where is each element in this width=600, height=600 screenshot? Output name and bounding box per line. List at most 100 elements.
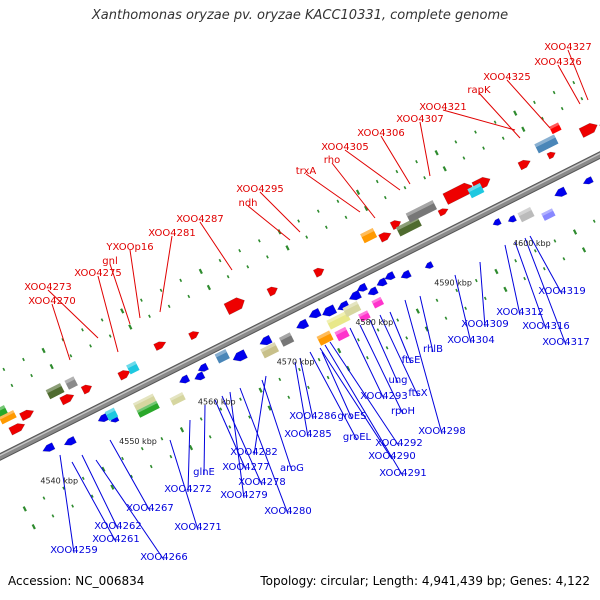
reverse-gene-label: groES: [337, 411, 366, 422]
reverse-gene-arrow: [492, 218, 502, 226]
leader-line: [221, 395, 263, 486]
rna-feature-box: [405, 200, 438, 223]
forward-gene: [8, 423, 26, 436]
forward-gene-arrow: [313, 267, 325, 278]
arrow-outline: [312, 267, 325, 278]
reverse-gene: [356, 282, 369, 292]
reverse-gene-label: XOO4291: [379, 468, 426, 479]
reverse-gene-arrow: [583, 176, 594, 185]
box-sheen: [45, 383, 62, 394]
scale-label: 4560 kbp: [198, 397, 236, 406]
reverse-gene-arrow: [554, 186, 568, 197]
arrow-outline: [389, 220, 402, 231]
arrow-outline: [321, 304, 338, 317]
reverse-gene-arrow: [349, 290, 362, 301]
tick-mark: [483, 296, 487, 301]
feature-box: [316, 330, 334, 346]
reverse-gene-label: ftsE: [402, 355, 421, 366]
tick-mark: [542, 267, 546, 271]
arrow-outline: [232, 349, 248, 362]
forward-gene: [378, 232, 392, 243]
scale-label: 4590 kbp: [434, 278, 472, 287]
tick-mark: [159, 288, 163, 292]
leader-line: [309, 351, 358, 441]
tick-mark: [110, 484, 115, 490]
arrow-outline: [266, 286, 278, 297]
forward-gene-label: XOO4275: [74, 268, 121, 279]
tick-mark: [355, 189, 361, 196]
tick-mark: [297, 219, 301, 223]
tick-mark: [462, 156, 466, 160]
rna-feature-box: [467, 183, 485, 199]
forward-gene-arrow: [117, 370, 131, 381]
rna-feature-box: [360, 228, 378, 244]
tick-mark: [423, 176, 427, 180]
reverse-gene-label: rpoH: [391, 406, 415, 417]
box-sheen: [316, 330, 331, 340]
reverse-gene-label: XOO4304: [447, 335, 494, 346]
box-sheen: [0, 410, 15, 420]
tick-mark: [415, 160, 418, 164]
leader-line: [324, 344, 404, 477]
reverse-gene: [367, 286, 379, 296]
reverse-gene-label: XOO4271: [174, 522, 221, 533]
tick-mark: [395, 169, 399, 174]
tick-mark: [239, 397, 242, 401]
box-sheen: [64, 376, 75, 384]
forward-gene-arrow: [223, 297, 245, 315]
tick-mark: [541, 116, 544, 121]
tick-mark: [396, 318, 400, 322]
feature-box: [260, 342, 280, 359]
reverse-gene-label: ung: [388, 375, 407, 386]
backbone-layer: [0, 151, 600, 461]
forward-gene: [223, 297, 245, 316]
reverse-gene: [384, 271, 396, 281]
tick-mark: [474, 130, 477, 134]
tick-mark: [128, 324, 133, 330]
reverse-gene-arrow: [194, 371, 206, 381]
leader-line: [524, 237, 567, 346]
leader-line: [344, 149, 401, 191]
leader-line: [239, 387, 289, 515]
reverse-gene-label: XOO4266: [140, 552, 187, 563]
forward-gene-arrow: [378, 232, 392, 243]
leader-line: [229, 391, 245, 499]
tick-mark: [169, 454, 173, 459]
arrow-outline: [546, 151, 556, 160]
reverse-gene: [308, 307, 322, 319]
feature-box: [358, 310, 371, 322]
forward-gene: [546, 151, 556, 160]
forward-gene-label: YXOOp16: [105, 242, 153, 253]
feature-box: [334, 326, 350, 342]
tick-mark: [533, 100, 536, 105]
forward-gene: [437, 208, 449, 217]
rna-feature-box: [326, 310, 351, 330]
box-sheen: [132, 393, 154, 406]
arrow-outline: [153, 341, 167, 351]
reverse-gene-arrow: [64, 436, 77, 446]
box-sheen: [169, 392, 184, 401]
tick-mark: [444, 316, 448, 320]
box-sheen: [326, 310, 348, 324]
box-sheen: [104, 407, 116, 416]
leader-line: [442, 109, 516, 131]
scale-label: 4550 kbp: [119, 437, 157, 446]
tick-mark: [357, 338, 360, 342]
reverse-gene-label: XOO4312: [496, 307, 543, 318]
tick-mark: [121, 456, 124, 461]
tick-mark: [317, 357, 321, 362]
reverse-gene: [63, 435, 77, 446]
leader-line: [567, 49, 589, 101]
tick-mark: [246, 265, 250, 269]
tick-mark: [326, 375, 330, 380]
reverse-gene-label: XOO4259: [50, 545, 97, 556]
tick-mark: [572, 80, 576, 85]
tick-mark: [149, 464, 153, 469]
leader-line: [214, 399, 247, 471]
tick-mark: [552, 90, 556, 95]
rna-feature-box: [358, 310, 371, 322]
feature-box: [0, 405, 8, 421]
leader-line: [81, 454, 119, 530]
